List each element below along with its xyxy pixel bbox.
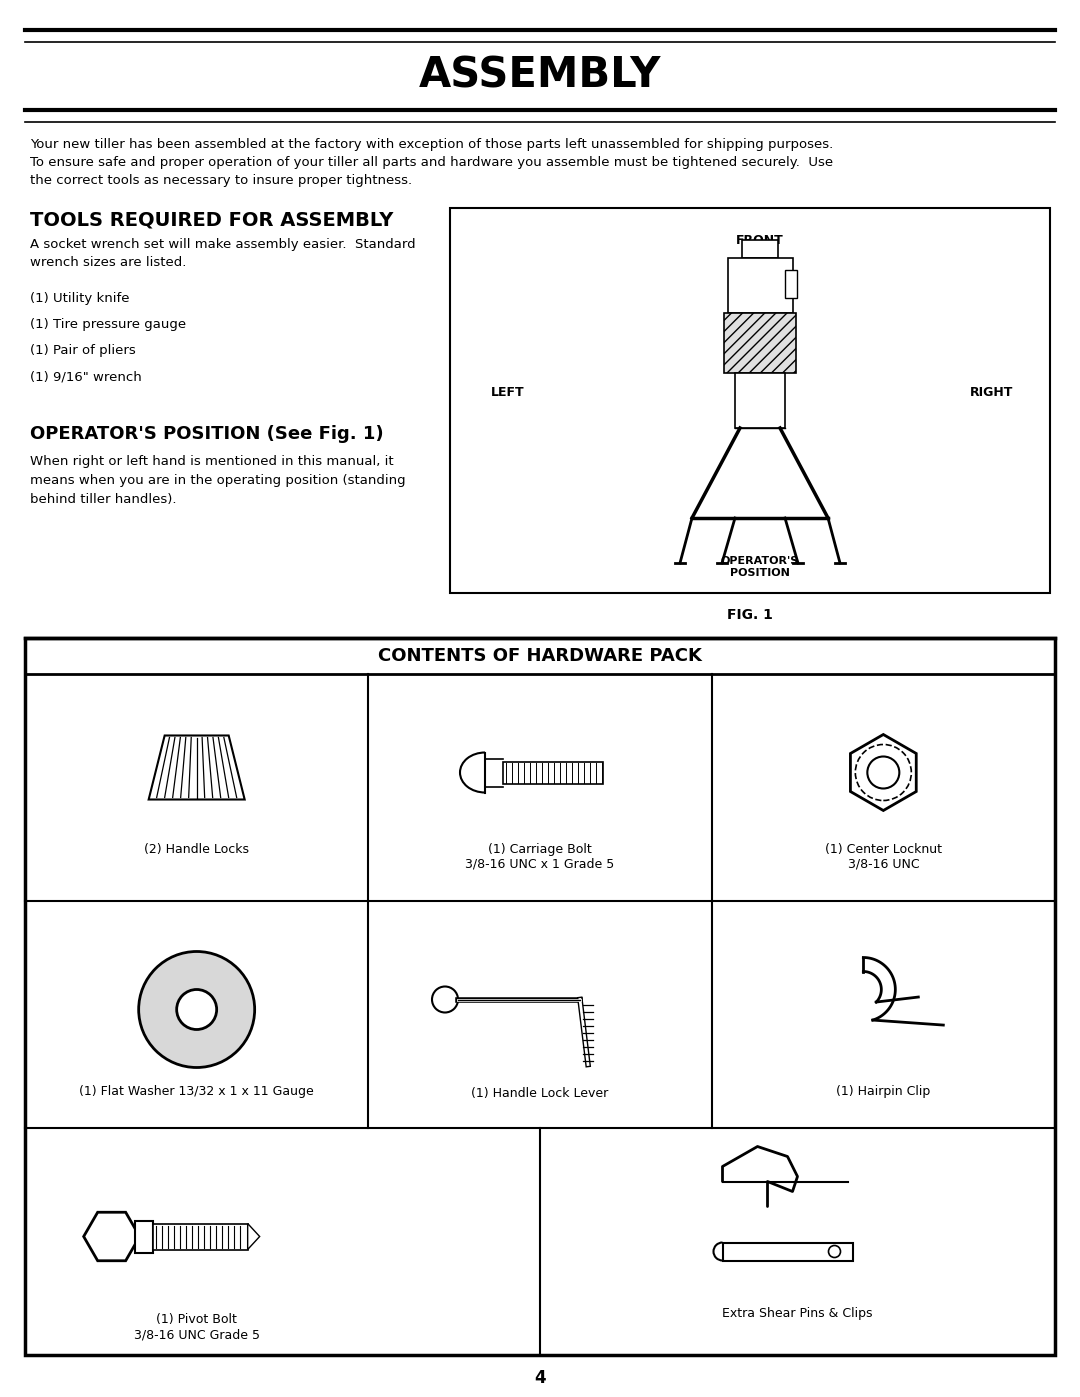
Bar (723, 1242, 852, 1260)
Bar (785, 270, 797, 298)
Bar (25, 638, 1055, 1355)
Text: (1) 9/16" wrench: (1) 9/16" wrench (30, 370, 141, 383)
Bar (742, 240, 778, 258)
Text: (1) Flat Washer 13/32 x 1 x 11 Gauge: (1) Flat Washer 13/32 x 1 x 11 Gauge (79, 1084, 314, 1098)
Polygon shape (850, 735, 916, 810)
Text: Extra Shear Pins & Clips: Extra Shear Pins & Clips (723, 1306, 873, 1320)
Bar (503, 761, 603, 784)
Text: RIGHT: RIGHT (970, 387, 1014, 400)
Text: (1) Handle Lock Lever: (1) Handle Lock Lever (471, 1087, 609, 1099)
Circle shape (828, 1246, 840, 1257)
Text: (1) Carriage Bolt
3/8-16 UNC x 1 Grade 5: (1) Carriage Bolt 3/8-16 UNC x 1 Grade 5 (465, 842, 615, 870)
Text: When right or left hand is mentioned in this manual, it
means when you are in th: When right or left hand is mentioned in … (30, 455, 406, 506)
Bar (728, 258, 793, 313)
Circle shape (138, 951, 255, 1067)
Text: A socket wrench set will make assembly easier.  Standard
wrench sizes are listed: A socket wrench set will make assembly e… (30, 237, 416, 270)
Bar (152, 1224, 247, 1249)
Bar (135, 1221, 152, 1253)
Bar (724, 313, 796, 373)
Text: TOOLS REQUIRED FOR ASSEMBLY: TOOLS REQUIRED FOR ASSEMBLY (30, 210, 393, 229)
Text: (1) Tire pressure gauge: (1) Tire pressure gauge (30, 319, 186, 331)
Text: OPERATOR'S POSITION (See Fig. 1): OPERATOR'S POSITION (See Fig. 1) (30, 425, 383, 443)
Circle shape (867, 757, 900, 788)
Polygon shape (149, 735, 245, 799)
Text: LEFT: LEFT (491, 387, 525, 400)
Bar (485, 759, 505, 787)
Circle shape (432, 986, 458, 1013)
Text: (1) Pivot Bolt
3/8-16 UNC Grade 5: (1) Pivot Bolt 3/8-16 UNC Grade 5 (134, 1313, 259, 1341)
Polygon shape (247, 1224, 259, 1249)
Bar (735, 373, 785, 427)
Text: Your new tiller has been assembled at the factory with exception of those parts : Your new tiller has been assembled at th… (30, 138, 834, 187)
Text: (1) Center Locknut
3/8-16 UNC: (1) Center Locknut 3/8-16 UNC (825, 842, 942, 870)
Text: CONTENTS OF HARDWARE PACK: CONTENTS OF HARDWARE PACK (378, 647, 702, 665)
Text: (1) Pair of pliers: (1) Pair of pliers (30, 344, 136, 358)
Text: (2) Handle Locks: (2) Handle Locks (144, 842, 249, 855)
Text: OPERATOR'S
POSITION: OPERATOR'S POSITION (720, 556, 799, 577)
Bar (450, 208, 1050, 592)
Text: ASSEMBLY: ASSEMBLY (419, 54, 661, 96)
Text: (1) Hairpin Clip: (1) Hairpin Clip (836, 1084, 931, 1098)
Text: FIG. 1: FIG. 1 (727, 608, 773, 622)
Polygon shape (83, 1213, 139, 1260)
Text: FRONT: FRONT (737, 233, 784, 246)
Text: 4: 4 (535, 1369, 545, 1387)
Circle shape (177, 989, 217, 1030)
Text: (1) Utility knife: (1) Utility knife (30, 292, 130, 305)
